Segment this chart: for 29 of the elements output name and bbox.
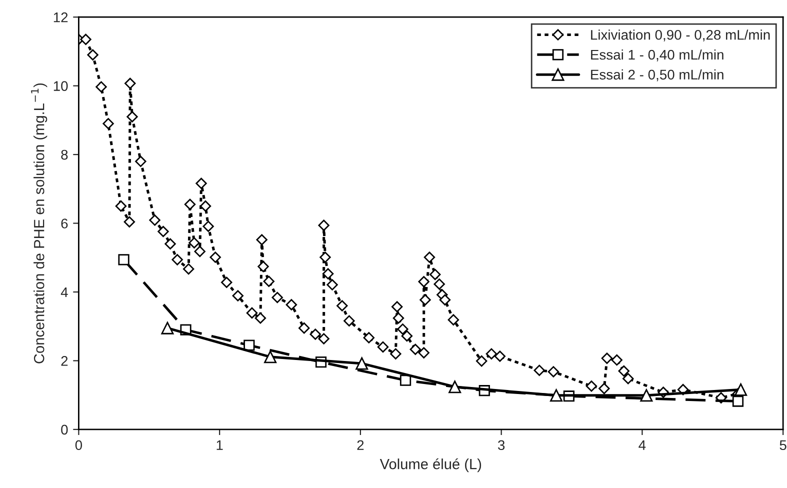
x-axis-title: Volume élué (L) [380,458,482,472]
point [400,374,412,386]
point [161,322,174,334]
x-tick-label: 3 [498,440,505,450]
y-tick-label: 10 [54,81,68,91]
point [640,389,653,402]
y-tick-label: 12 [54,12,68,22]
y-tick-label: 0 [61,424,68,435]
y-tick-label: 4 [60,287,68,298]
point [448,380,462,394]
point [118,254,130,266]
x-tick-label: 2 [357,440,364,450]
point [244,340,255,351]
point [550,389,563,402]
point [264,350,277,364]
point [356,357,368,370]
y-axis-title: Concentration de PHE en solution (mg.L$^{−1}$) [31,84,48,364]
x-tick-label: 4 [638,440,646,450]
legend-label: Essai 1 - 0,40 mL/min [591,49,724,62]
point [734,383,748,396]
legend-label: Essai 2 - 0,50 mL/min [591,69,724,82]
x-tick-label: 0 [75,440,82,450]
point [732,396,744,407]
y-tick-label: 2 [61,356,68,366]
y-tick-label: 8 [61,150,68,160]
y-tick-label: 6 [61,218,68,228]
legend-label: Lixiviation 0,90 - 0,28 mL/min [591,30,770,42]
x-tick-label: 1 [216,440,223,450]
x-tick-label: 5 [780,440,786,450]
